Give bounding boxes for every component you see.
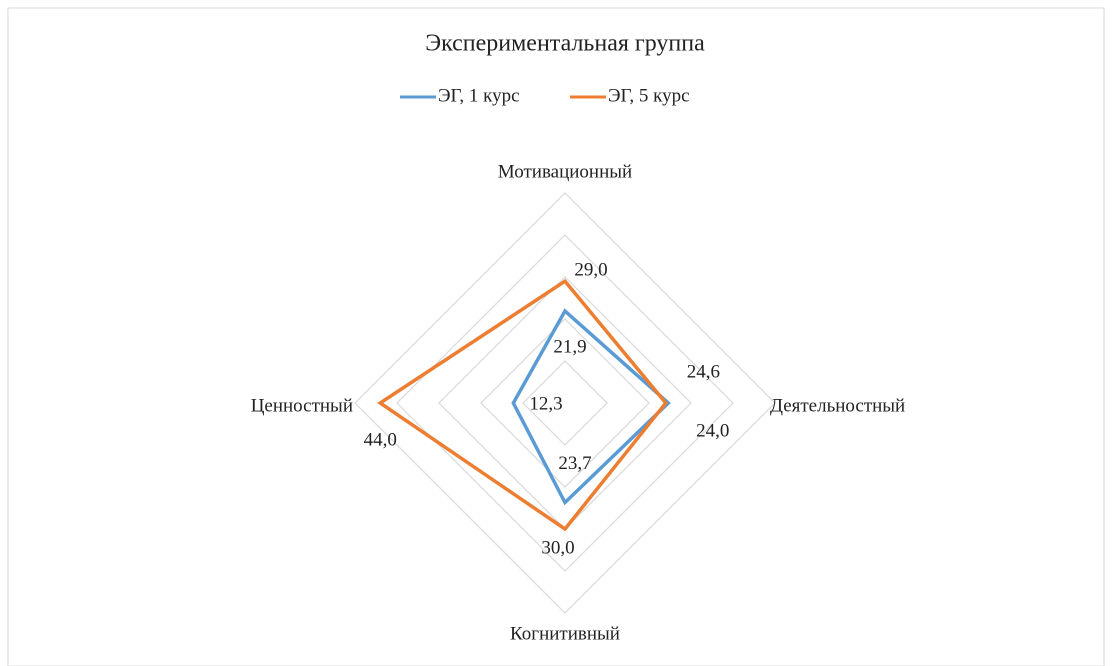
axis-label: Мотивационный bbox=[498, 161, 632, 182]
axis-label: Когнитивный bbox=[510, 623, 620, 644]
series-line bbox=[511, 308, 671, 506]
data-label: 23,7 bbox=[558, 453, 591, 474]
grid-ring bbox=[354, 192, 776, 614]
data-label: 21,9 bbox=[553, 336, 586, 357]
axis-label: Ценностный bbox=[251, 395, 353, 416]
data-label: 29,0 bbox=[574, 260, 607, 281]
data-label: 30,0 bbox=[541, 537, 574, 558]
data-label: 24,6 bbox=[687, 361, 720, 382]
data-label: 12,3 bbox=[529, 393, 562, 414]
data-label: 44,0 bbox=[364, 429, 397, 450]
grid-ring bbox=[480, 318, 650, 488]
legend-label: ЭГ, 5 курс bbox=[608, 85, 690, 106]
chart-frame bbox=[7, 7, 1105, 666]
chart-title: Экспериментальная группа bbox=[425, 31, 705, 57]
grid-ring bbox=[522, 360, 608, 446]
legend-label: ЭГ, 1 курс bbox=[438, 85, 520, 106]
series-line bbox=[377, 278, 669, 532]
axis-label: Деятельностный bbox=[770, 395, 905, 416]
data-label: 24,0 bbox=[696, 420, 729, 441]
grid-ring bbox=[396, 234, 734, 572]
